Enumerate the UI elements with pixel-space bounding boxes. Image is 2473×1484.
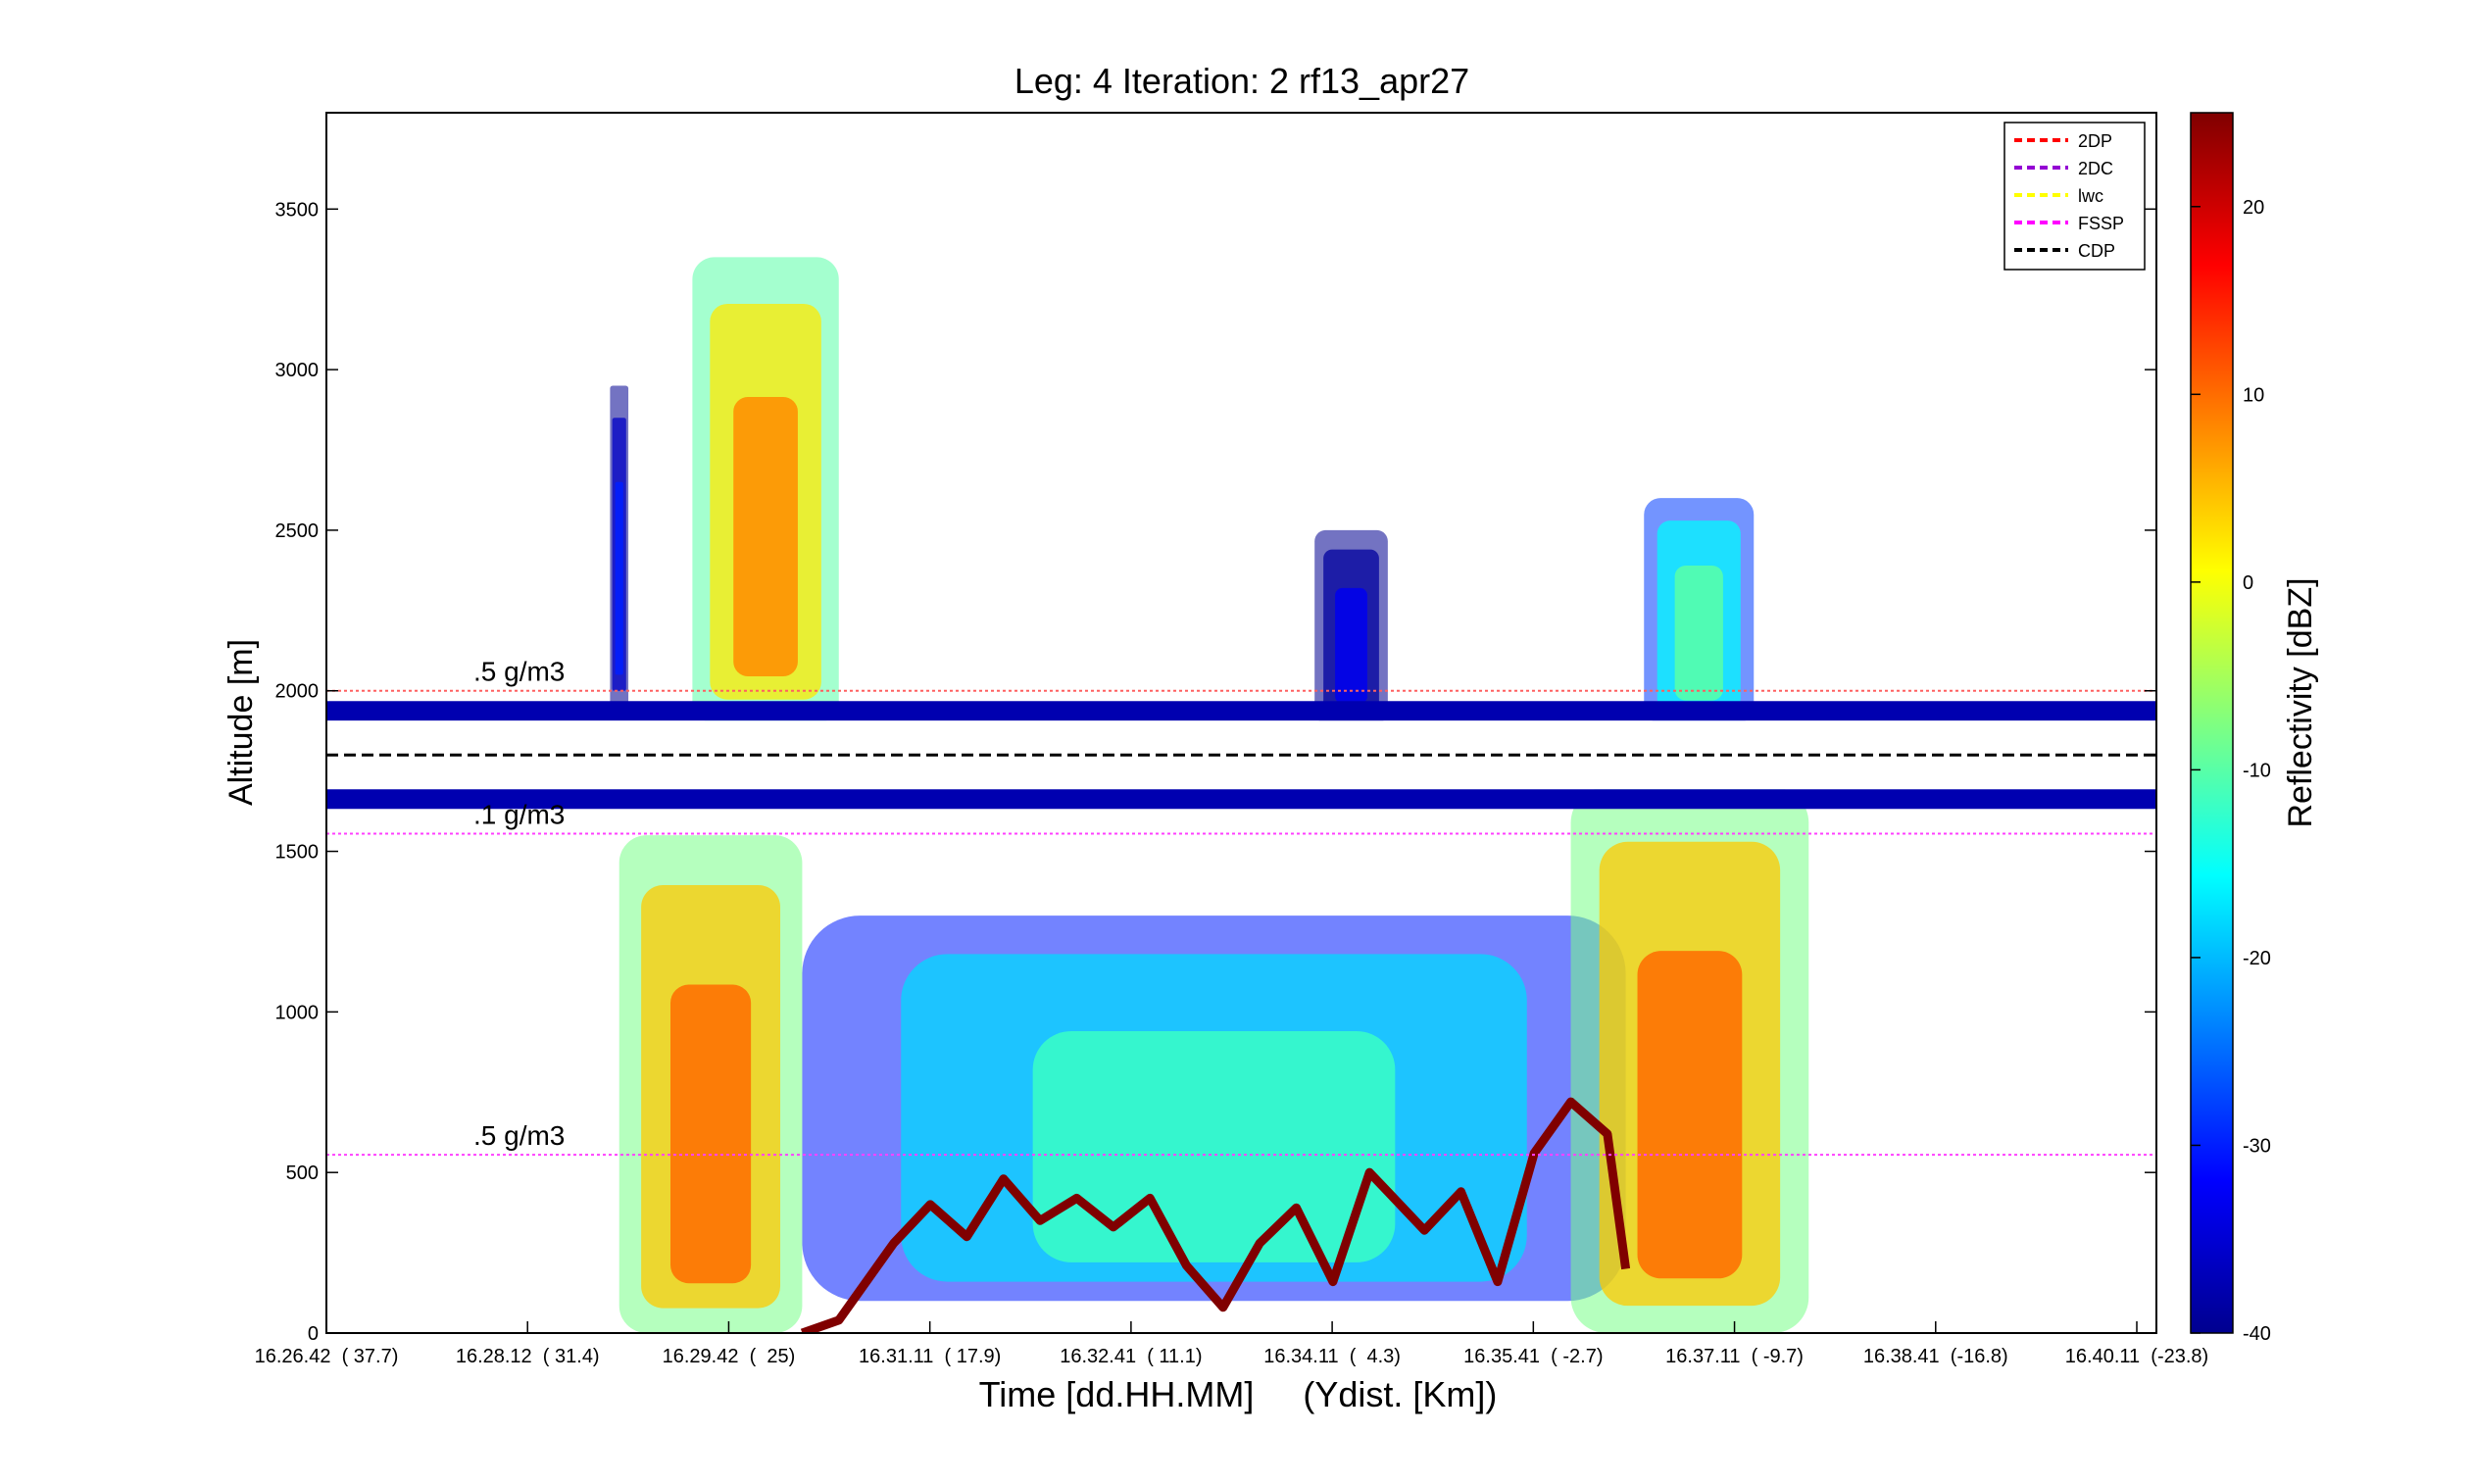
legend-label-cdp: CDP	[2078, 241, 2115, 261]
colorbar-tick-label: -10	[2243, 760, 2271, 781]
colorbar-tick-label: 20	[2243, 197, 2264, 219]
x-tick-label: 16.35.41 ( -2.7)	[1463, 1346, 1603, 1367]
legend-label-2dc: 2DC	[2078, 159, 2113, 178]
cloud-cell-core	[733, 396, 798, 676]
y-tick-label: 2000	[275, 681, 320, 703]
plot-area: .5 g/m3 .1 g/m3 .5 g/m3	[325, 112, 2157, 1334]
y-tick-label: 3500	[275, 199, 320, 221]
reflectivity-field	[610, 257, 1809, 1333]
colorbar-tick-label: 10	[2243, 384, 2264, 406]
chart-title: Leg: 4 Iteration: 2 rf13_apr27	[1014, 61, 1469, 101]
x-tick-label: 16.31.11 ( 17.9)	[859, 1346, 1001, 1367]
x-tick-label: 16.40.11 (-23.8)	[2065, 1346, 2208, 1367]
lwc-annotation: .5 g/m3	[473, 657, 565, 687]
y-tick-label: 1000	[275, 1002, 320, 1023]
x-tick-label: 16.28.12 ( 31.4)	[456, 1346, 600, 1367]
colorbar: -40 -30 -20 -10 0 10 20 Reflectivity [dBZ]	[2190, 112, 2319, 1345]
lwc-annotation: .1 g/m3	[473, 800, 565, 830]
x-tick-label: 16.32.41 ( 11.1)	[1060, 1346, 1202, 1367]
colorbar-label: Reflectivity [dBZ]	[2282, 577, 2319, 827]
x-tick-label: 16.34.11 ( 4.3)	[1263, 1346, 1401, 1367]
x-tick-label: 16.29.42 ( 25)	[663, 1346, 796, 1367]
cloud-cell-core	[1335, 587, 1367, 704]
legend-label-fssp: FSSP	[2078, 214, 2124, 233]
x-axis-label: Time [dd.HH.MM] (Ydist. [Km])	[979, 1374, 1498, 1414]
y-axis-label: Altitude [m]	[223, 639, 260, 806]
y-axis: 0 500 1000 1500 2000 2500 3000 3500	[275, 199, 2156, 1345]
y-tick-label: 2500	[275, 520, 320, 542]
colorbar-tick-label: -20	[2243, 948, 2271, 969]
boundary-layer-top-line	[800, 1097, 1631, 1333]
cloud-cell-core	[669, 984, 752, 1284]
cloud-cell-core	[615, 481, 623, 675]
colorbar-tick-label: -30	[2243, 1135, 2271, 1157]
radar-blind-zone-lower	[326, 789, 2156, 810]
legend-label-lwc: lwc	[2078, 186, 2103, 206]
lwc-annotation: .5 g/m3	[473, 1120, 565, 1151]
legend: 2DP 2DC lwc FSSP CDP	[2003, 122, 2146, 271]
x-tick-label: 16.37.11 ( -9.7)	[1665, 1346, 1804, 1367]
y-tick-label: 1500	[275, 842, 320, 864]
cloud-cell-core	[1032, 1031, 1396, 1262]
lwc-reference-lines: .5 g/m3 .1 g/m3 .5 g/m3	[326, 657, 2156, 1157]
cloud-cell-core	[1637, 951, 1743, 1279]
y-tick-label: 3000	[275, 360, 320, 381]
x-tick-label: 16.26.42 ( 37.7)	[255, 1346, 399, 1367]
colorbar-tick-label: -40	[2243, 1323, 2271, 1345]
x-axis: 16.26.42 ( 37.7) 16.28.12 ( 31.4) 16.29.42…	[255, 1321, 2208, 1367]
y-tick-label: 0	[308, 1323, 319, 1345]
y-tick-label: 500	[286, 1162, 319, 1184]
colorbar-tick-label: 0	[2243, 572, 2253, 594]
legend-box	[2003, 122, 2146, 271]
x-tick-label: 16.38.41 (-16.8)	[1863, 1346, 2008, 1367]
legend-label-2dp: 2DP	[2078, 131, 2112, 151]
plot-frame	[325, 112, 2157, 1334]
colorbar-gradient	[2190, 112, 2234, 1334]
cloud-cell-core	[1674, 565, 1723, 701]
radar-blind-zone-upper	[326, 701, 2156, 721]
aircraft-altitude-band	[326, 701, 2156, 810]
